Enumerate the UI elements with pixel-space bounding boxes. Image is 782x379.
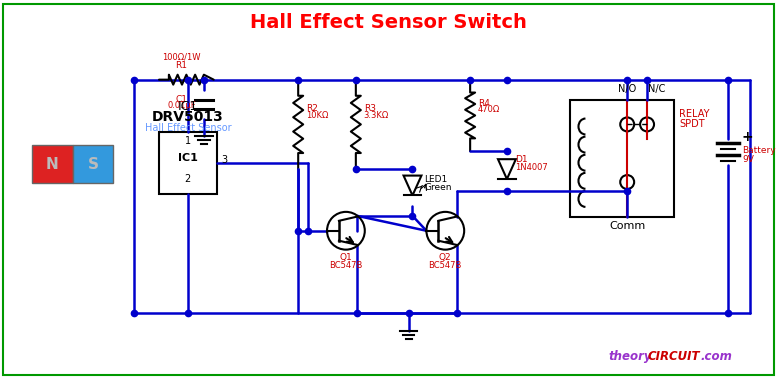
Text: Green: Green bbox=[425, 183, 452, 192]
Text: theory: theory bbox=[608, 350, 652, 363]
Text: IC1: IC1 bbox=[178, 153, 198, 163]
Text: R4: R4 bbox=[478, 99, 490, 108]
Text: 2: 2 bbox=[185, 174, 191, 184]
Text: 100Ω/1W: 100Ω/1W bbox=[162, 53, 200, 62]
Polygon shape bbox=[498, 159, 516, 179]
Text: 3: 3 bbox=[221, 155, 228, 165]
Text: C1: C1 bbox=[176, 94, 188, 103]
Text: Hall Effect Sensor: Hall Effect Sensor bbox=[145, 123, 231, 133]
Text: Hall Effect Sensor Switch: Hall Effect Sensor Switch bbox=[250, 13, 527, 31]
Text: 470Ω: 470Ω bbox=[478, 105, 500, 114]
Text: S: S bbox=[88, 157, 99, 172]
Text: +: + bbox=[741, 130, 753, 144]
Text: R1: R1 bbox=[175, 61, 187, 70]
Bar bbox=[73, 145, 113, 183]
Text: .com: .com bbox=[701, 350, 733, 363]
Text: LED1: LED1 bbox=[425, 175, 447, 184]
Text: D1: D1 bbox=[515, 155, 528, 164]
Text: 3.3KΩ: 3.3KΩ bbox=[364, 111, 389, 121]
Text: Q2: Q2 bbox=[439, 252, 452, 262]
Text: Battery: Battery bbox=[742, 146, 776, 155]
Text: Comm: Comm bbox=[609, 221, 645, 231]
Text: 9V: 9V bbox=[742, 155, 755, 164]
Text: 1N4007: 1N4007 bbox=[515, 163, 547, 172]
Text: Q1: Q1 bbox=[339, 252, 352, 262]
Text: N: N bbox=[46, 157, 59, 172]
Text: N/O: N/O bbox=[618, 84, 637, 94]
Text: 1: 1 bbox=[185, 136, 191, 146]
Text: 0.01μF: 0.01μF bbox=[167, 102, 196, 111]
Text: IC1: IC1 bbox=[178, 100, 198, 113]
Text: CIRCUIT: CIRCUIT bbox=[648, 350, 701, 363]
Bar bbox=[32, 145, 73, 183]
Text: R3: R3 bbox=[364, 105, 376, 113]
Bar bbox=[569, 100, 674, 217]
Text: 10KΩ: 10KΩ bbox=[306, 111, 328, 121]
Bar bbox=[159, 132, 217, 194]
Text: BC547B: BC547B bbox=[329, 260, 363, 269]
Text: RELAY: RELAY bbox=[679, 110, 709, 119]
Text: DRV5013: DRV5013 bbox=[152, 110, 224, 124]
Polygon shape bbox=[404, 175, 421, 196]
Text: SPDT: SPDT bbox=[679, 119, 705, 129]
Text: R2: R2 bbox=[306, 105, 318, 113]
Text: N/C: N/C bbox=[648, 84, 665, 94]
Text: BC547B: BC547B bbox=[429, 260, 462, 269]
